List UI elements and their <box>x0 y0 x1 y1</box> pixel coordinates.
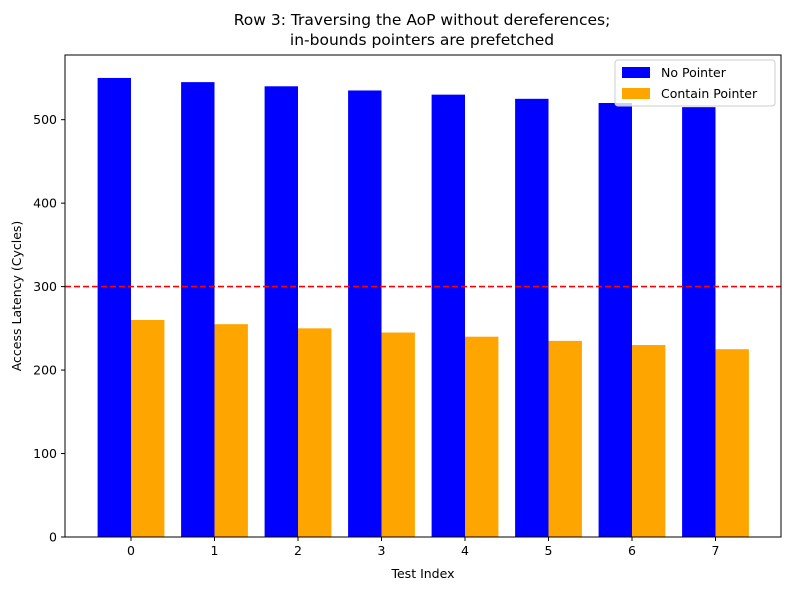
y-tick-label: 400 <box>33 196 57 211</box>
bar-no-pointer-3 <box>348 90 382 537</box>
legend-swatch-contain-pointer <box>622 88 650 99</box>
y-tick-label: 0 <box>49 530 57 545</box>
chart-title-line-1: Row 3: Traversing the AoP without derefe… <box>234 11 611 29</box>
bar-no-pointer-0 <box>97 77 131 537</box>
y-tick-label: 500 <box>33 112 57 127</box>
bar-contain-pointer-3 <box>381 332 415 537</box>
bar-no-pointer-2 <box>264 86 298 538</box>
x-axis: 0 1 2 3 4 5 6 7 <box>127 537 719 558</box>
x-tick-label: 5 <box>545 543 553 558</box>
x-tick-label: 7 <box>712 543 720 558</box>
chart-title: Row 3: Traversing the AoP without derefe… <box>234 11 611 49</box>
bar-no-pointer-5 <box>515 98 549 537</box>
x-tick-label: 0 <box>127 543 135 558</box>
y-tick-label: 300 <box>33 279 57 294</box>
chart-title-line-2: in-bounds pointers are prefetched <box>290 31 554 49</box>
bar-contain-pointer-4 <box>465 336 499 537</box>
bar-contain-pointer-7 <box>715 349 749 537</box>
x-tick-label: 6 <box>628 543 636 558</box>
bar-contain-pointer-6 <box>632 345 666 537</box>
y-axis: 0 100 200 300 400 500 <box>33 112 65 545</box>
legend-swatch-no-pointer <box>622 67 650 78</box>
bar-contain-pointer-2 <box>298 328 332 537</box>
plot-area-frame <box>64 54 782 538</box>
bar-contain-pointer-5 <box>548 340 582 537</box>
legend: No Pointer Contain Pointer <box>614 59 776 107</box>
bar-no-pointer-4 <box>431 94 465 538</box>
bar-contain-pointer-0 <box>131 320 165 537</box>
y-tick-label: 100 <box>33 446 57 461</box>
y-axis-label: Access Latency (Cycles) <box>9 221 24 372</box>
x-tick-label: 4 <box>461 543 469 558</box>
bar-no-pointer-7 <box>682 107 716 537</box>
legend-label-no-pointer: No Pointer <box>661 65 727 80</box>
x-tick-label: 1 <box>211 543 219 558</box>
x-axis-label: Test Index <box>390 566 454 581</box>
x-tick-label: 2 <box>294 543 302 558</box>
legend-frame <box>614 59 776 107</box>
y-tick-label: 200 <box>33 363 57 378</box>
bar-no-pointer-1 <box>181 82 215 537</box>
legend-label-contain-pointer: Contain Pointer <box>661 86 758 101</box>
bars-group <box>97 77 749 538</box>
x-tick-label: 3 <box>378 543 386 558</box>
bar-no-pointer-6 <box>598 102 632 538</box>
bar-contain-pointer-1 <box>214 324 248 537</box>
